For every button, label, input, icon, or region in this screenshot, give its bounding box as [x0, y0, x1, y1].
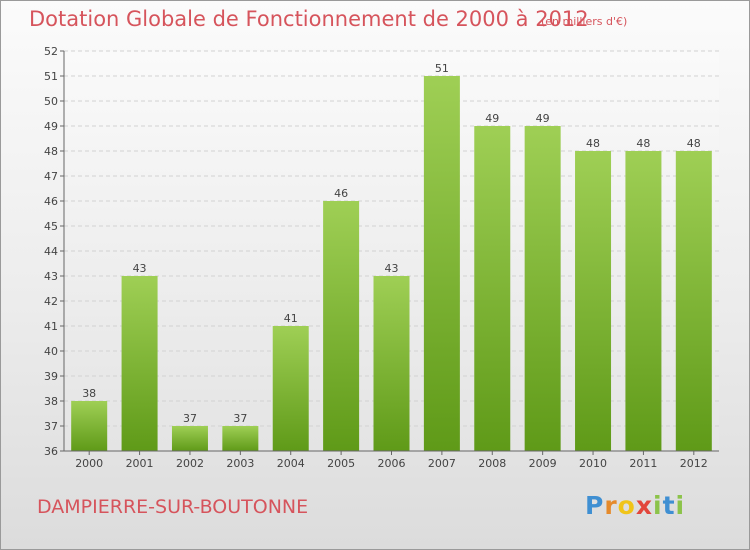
bar-value-label: 51 — [435, 62, 449, 75]
y-tick-label: 42 — [44, 295, 58, 308]
x-tick-label: 2007 — [428, 457, 456, 470]
bar-2001 — [121, 276, 158, 451]
bar-2003 — [222, 426, 259, 451]
bar-2010 — [575, 151, 612, 451]
bar-2012 — [675, 151, 712, 451]
y-tick-label: 36 — [44, 445, 58, 458]
y-tick-label: 48 — [44, 145, 58, 158]
x-tick-label: 2006 — [378, 457, 406, 470]
bar-value-label: 48 — [586, 137, 600, 150]
bar-value-label: 43 — [385, 262, 399, 275]
bar-2002 — [171, 426, 208, 451]
bar-value-label: 48 — [687, 137, 701, 150]
commune-name: DAMPIERRE-SUR-BOUTONNE — [37, 496, 309, 518]
y-tick-label: 39 — [44, 370, 58, 383]
bar-value-label: 48 — [636, 137, 650, 150]
x-tick-label: 2001 — [126, 457, 154, 470]
y-tick-label: 37 — [44, 420, 58, 433]
bar-value-label: 46 — [334, 187, 348, 200]
y-tick-label: 52 — [44, 45, 58, 58]
bar-2011 — [625, 151, 662, 451]
bar-value-label: 49 — [485, 112, 499, 125]
y-tick-label: 41 — [44, 320, 58, 333]
bar-2007 — [423, 76, 460, 451]
y-tick-label: 46 — [44, 195, 58, 208]
bar-2009 — [524, 126, 561, 451]
bar-value-label: 38 — [82, 387, 96, 400]
bars: 38 43 37 37 41 46 43 51 49 49 48 48 48 — [71, 62, 712, 451]
bar-value-label: 41 — [284, 312, 298, 325]
y-tick-label: 49 — [44, 120, 58, 133]
x-tick-label: 2005 — [327, 457, 355, 470]
x-tick-label: 2008 — [478, 457, 506, 470]
y-tick-label: 50 — [44, 95, 58, 108]
x-tick-label: 2010 — [579, 457, 607, 470]
bar-2000 — [71, 401, 108, 451]
y-tick-label: 44 — [44, 245, 58, 258]
bar-2008 — [474, 126, 511, 451]
y-axis: 36 37 38 39 40 41 42 43 44 45 46 47 48 49 50 51 52 — [44, 45, 65, 458]
proxiti-logo: Proxiti — [585, 491, 686, 520]
bar-2005 — [323, 201, 360, 451]
y-tick-label: 40 — [44, 345, 58, 358]
x-axis: 2000 2001 2002 2003 2004 2005 2006 2007 2008 2009… — [64, 450, 719, 470]
bar-value-label: 43 — [133, 262, 147, 275]
y-tick-label: 45 — [44, 220, 58, 233]
y-tick-label: 38 — [44, 395, 58, 408]
y-tick-label: 47 — [44, 170, 58, 183]
bar-value-label: 37 — [183, 412, 197, 425]
y-tick-label: 43 — [44, 270, 58, 283]
bar-2004 — [272, 326, 309, 451]
chart-unit-label: (en milliers d'€) — [541, 15, 628, 28]
x-tick-label: 2004 — [277, 457, 305, 470]
bar-value-label: 37 — [233, 412, 247, 425]
y-tick-label: 51 — [44, 70, 58, 83]
x-tick-label: 2000 — [75, 457, 103, 470]
x-tick-label: 2003 — [226, 457, 254, 470]
chart-title: Dotation Globale de Fonctionnement de 20… — [29, 7, 589, 31]
x-tick-label: 2002 — [176, 457, 204, 470]
bar-2006 — [373, 276, 410, 451]
x-tick-label: 2012 — [680, 457, 708, 470]
x-tick-label: 2011 — [629, 457, 657, 470]
x-tick-label: 2009 — [529, 457, 557, 470]
bar-value-label: 49 — [536, 112, 550, 125]
